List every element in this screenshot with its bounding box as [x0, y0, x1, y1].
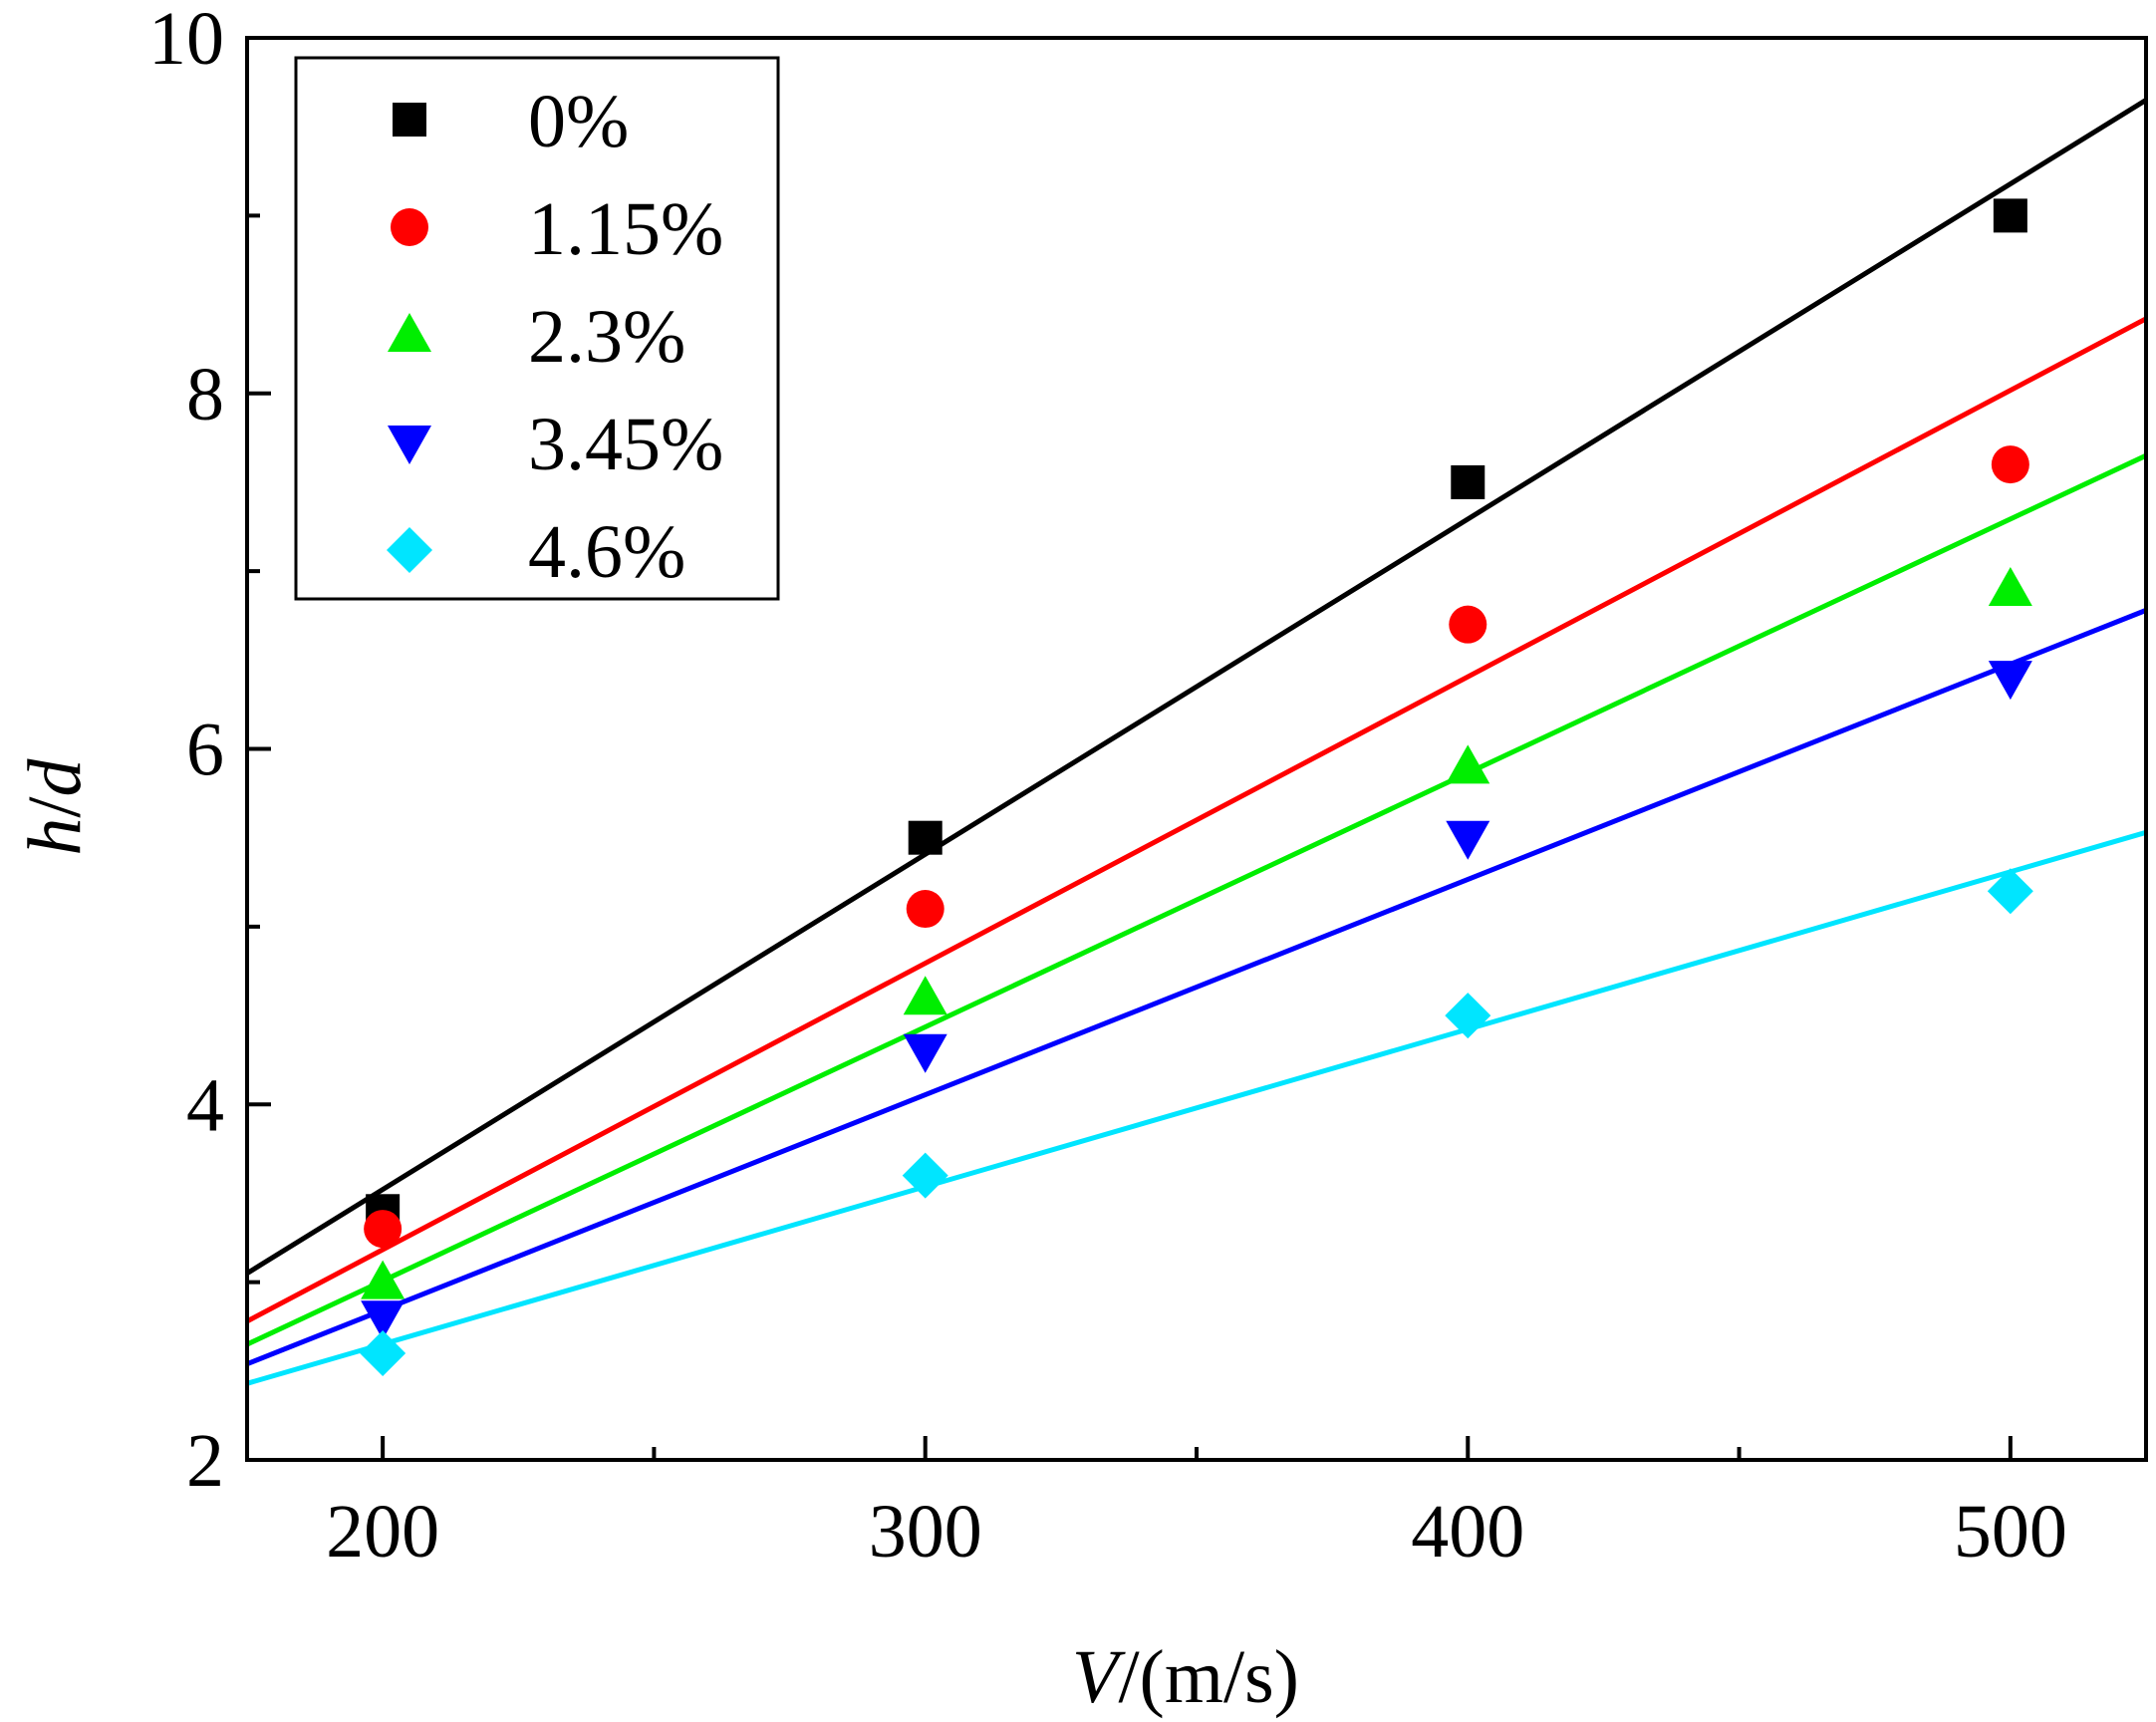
legend-box [294, 56, 780, 601]
y-axis-variable-d: d [13, 757, 97, 796]
legend-label-2-3pct: 2.3% [528, 295, 685, 379]
y-axis-title: h/d [13, 757, 97, 855]
data-point-1-15pct-200 [364, 1210, 403, 1249]
fit-line-2-3pct [245, 452, 2148, 1347]
fit-line-4-6pct [246, 829, 2147, 1386]
y-axis-variable-h: h [13, 818, 97, 856]
data-point-0pct-400 [1451, 464, 1485, 499]
data-point-2-3pct-200 [361, 1260, 405, 1299]
fit-lines [245, 98, 2148, 1386]
data-point-0pct-500 [1993, 198, 2027, 233]
y-tick-label-2: 2 [186, 1419, 224, 1503]
x-tick-label-300: 300 [869, 1490, 982, 1574]
legend: 0% 1.15% 2.3% 3.45% 4.6% [294, 56, 780, 601]
x-axis-variable: V [1072, 1635, 1126, 1719]
data-point-4-6pct-200 [360, 1329, 406, 1376]
legend-label-0pct: 0% [528, 80, 629, 163]
data-point-3-45pct-200 [361, 1300, 405, 1340]
data-point-1-15pct-400 [1449, 605, 1487, 644]
data-point-2-3pct-400 [1446, 744, 1490, 784]
data-markers [360, 198, 2033, 1376]
data-point-2-3pct-300 [903, 976, 947, 1015]
data-point-1-15pct-500 [1991, 445, 2029, 484]
y-tick-label-6: 6 [186, 709, 224, 792]
legend-marker-2-3pct [388, 313, 431, 352]
data-point-4-6pct-400 [1445, 993, 1491, 1039]
x-tick-label-500: 500 [1954, 1490, 2067, 1574]
fit-line-0pct [245, 98, 2148, 1276]
y-axis-separator: / [13, 796, 97, 818]
fit-line-3-45pct [246, 608, 2147, 1367]
legend-marker-4-6pct [387, 527, 432, 573]
legend-marker-0pct [393, 103, 426, 137]
x-tick-label-200: 200 [326, 1490, 439, 1574]
data-point-3-45pct-500 [1988, 661, 2032, 701]
x-axis-title: V/(m/s) [1072, 1635, 1299, 1719]
y-tick-label-4: 4 [186, 1063, 224, 1147]
data-point-4-6pct-300 [902, 1152, 948, 1199]
data-point-2-3pct-500 [1988, 566, 2032, 606]
tick-labels: 200 300 400 500 2 4 6 8 10 [148, 0, 2067, 1574]
x-tick-label-400: 400 [1411, 1490, 1524, 1574]
data-point-0pct-300 [908, 820, 943, 855]
legend-label-3-45pct: 3.45% [528, 403, 723, 486]
data-point-3-45pct-400 [1446, 820, 1490, 860]
axis-ticks [247, 36, 2013, 1462]
y-tick-label-10: 10 [148, 0, 224, 81]
y-tick-label-8: 8 [186, 353, 224, 436]
x-axis-unit: /(m/s) [1118, 1635, 1299, 1719]
data-point-4-6pct-500 [1987, 868, 2033, 915]
data-point-1-15pct-300 [906, 890, 944, 929]
fit-line-1-15pct [245, 316, 2148, 1324]
data-point-3-45pct-300 [903, 1033, 947, 1073]
legend-marker-3-45pct [388, 426, 431, 464]
legend-label-1-15pct: 1.15% [528, 187, 723, 271]
legend-marker-1-15pct [391, 208, 428, 246]
legend-label-4-6pct: 4.6% [528, 510, 685, 594]
